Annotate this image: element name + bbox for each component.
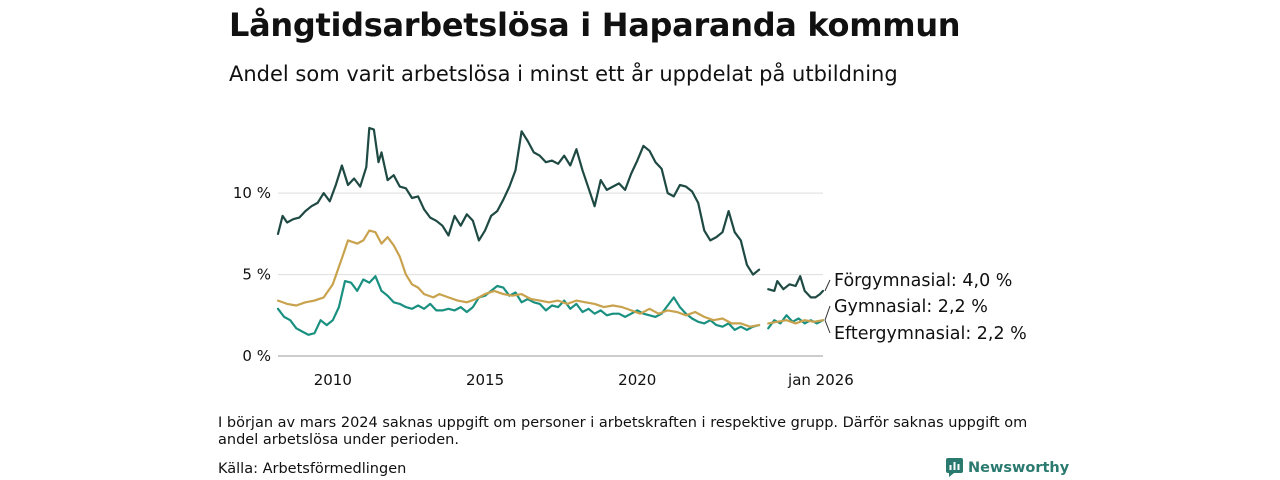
series-label-eftergymnasial: Eftergymnasial: 2,2 % xyxy=(834,324,1027,344)
series-lines xyxy=(276,126,825,336)
y-tick-label: 5 % xyxy=(242,266,271,284)
brand-name: Newsworthy xyxy=(968,459,1070,476)
series-label-gymnasial: Gymnasial: 2,2 % xyxy=(834,297,988,317)
newsworthy-icon xyxy=(946,458,963,477)
y-tick-label: 10 % xyxy=(233,184,271,202)
line-chart: 0 % 5 % 10 % 2010 2015 2020 jan 2026 Förgymna… xyxy=(233,126,1027,389)
footnote: I början av mars 2024 saknas uppgift om … xyxy=(218,415,1028,448)
series-labels: Förgymnasial: 4,0 % Gymnasial: 2,2 % Efter… xyxy=(824,271,1027,344)
series-line-gymnasial-1 xyxy=(276,229,761,328)
series-line-eftergymnasial-1 xyxy=(276,275,761,336)
y-axis: 0 % 5 % 10 % xyxy=(233,184,271,365)
chart-title: Långtidsarbetslösa i Haparanda kommun xyxy=(229,6,961,44)
newsworthy-logo[interactable]: Newsworthy xyxy=(946,458,1069,477)
source-text: Källa: Arbetsförmedlingen xyxy=(218,461,407,477)
chart-subtitle: Andel som varit arbetslösa i minst ett å… xyxy=(229,62,898,86)
x-axis: 2010 2015 2020 jan 2026 xyxy=(314,371,854,389)
x-tick-label: 2010 xyxy=(314,371,352,389)
series-line-förgymnasial-2 xyxy=(767,275,825,299)
x-tick-label: 2015 xyxy=(466,371,504,389)
x-tick-label: 2020 xyxy=(618,371,656,389)
y-tick-label: 0 % xyxy=(242,347,271,365)
label-connector xyxy=(824,305,831,321)
label-connector xyxy=(824,319,831,334)
gridlines xyxy=(278,192,823,357)
series-label-förgymnasial: Förgymnasial: 4,0 % xyxy=(834,271,1012,291)
label-connector xyxy=(824,279,831,292)
series-line-gymnasial-2 xyxy=(767,319,825,325)
series-line-förgymnasial-1 xyxy=(276,126,761,276)
x-tick-label: jan 2026 xyxy=(787,371,854,389)
